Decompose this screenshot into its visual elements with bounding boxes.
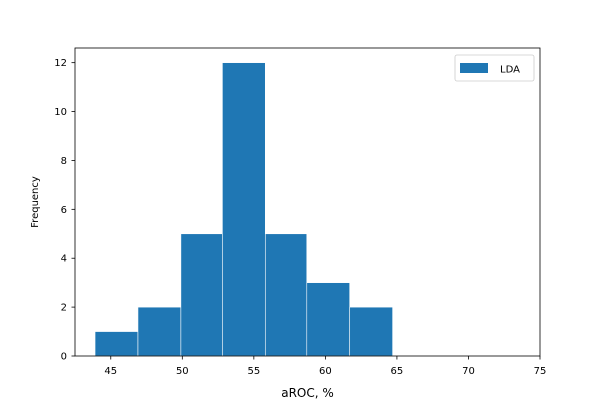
histogram-bar xyxy=(306,282,351,357)
legend-label-lda: LDA xyxy=(500,65,520,76)
x-tick-label: 45 xyxy=(104,366,117,377)
x-tick-label: 75 xyxy=(534,366,547,377)
y-axis-ticks: 0 2 4 6 8 10 12 xyxy=(54,58,75,363)
y-tick-label: 6 xyxy=(61,205,67,216)
x-tick-label: 70 xyxy=(462,366,475,377)
x-tick-label: 65 xyxy=(391,366,404,377)
y-tick-label: 4 xyxy=(61,254,67,265)
x-tick-label: 50 xyxy=(176,366,189,377)
histogram-bar xyxy=(222,62,266,357)
y-axis-label: Frequency xyxy=(30,176,41,228)
y-tick-label: 10 xyxy=(54,107,67,118)
x-tick-label: 55 xyxy=(247,366,260,377)
x-axis-ticks: 45 50 55 60 65 70 75 xyxy=(104,356,546,377)
histogram-bar xyxy=(264,233,308,357)
y-tick-label: 2 xyxy=(61,303,67,314)
plot-frame xyxy=(74,47,541,357)
x-axis-label: aROC, % xyxy=(281,386,334,400)
y-tick-label: 12 xyxy=(54,58,67,69)
histogram-bars xyxy=(94,62,393,357)
histogram-bar xyxy=(94,331,139,357)
histogram-bar xyxy=(180,233,223,357)
legend-swatch-lda xyxy=(460,63,488,73)
x-tick-label: 60 xyxy=(319,366,332,377)
histogram-bar xyxy=(137,306,182,357)
legend: LDA xyxy=(454,54,535,82)
histogram-bar xyxy=(349,306,393,357)
y-tick-label: 8 xyxy=(61,156,67,167)
legend-box xyxy=(454,54,535,82)
y-tick-label: 0 xyxy=(61,352,67,363)
